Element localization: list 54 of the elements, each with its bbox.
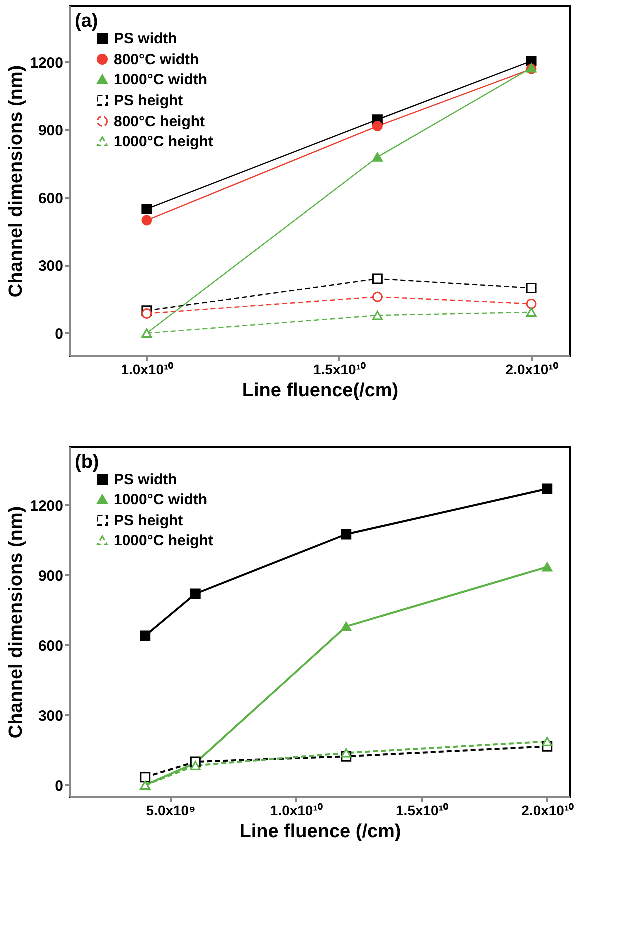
point	[372, 274, 383, 284]
point	[140, 772, 151, 783]
point	[190, 761, 201, 770]
legend-label: 1000°C width	[114, 72, 208, 88]
x-axis-title: Line fluence(/cm)	[242, 380, 399, 402]
x-tick-label: 5.0x10⁹	[146, 802, 196, 818]
point	[542, 484, 553, 494]
point	[372, 292, 383, 302]
point	[372, 152, 383, 162]
y-axis-title: Channel dimensions (nm)	[6, 506, 28, 739]
y-tick-label: 0	[55, 778, 64, 795]
point	[142, 308, 152, 319]
legend-label: 1000°C height	[114, 532, 214, 550]
y-tick-label: 300	[38, 708, 64, 725]
y-tick-label: 0	[55, 326, 64, 343]
point	[142, 204, 152, 214]
legend-label: PS width	[114, 472, 178, 488]
x-tick-label: 1.5x10¹⁰	[313, 362, 366, 378]
y-axis-title: Channel dimensions (nm)	[6, 65, 28, 298]
x-tick-label: 1.0x10¹⁰	[270, 802, 323, 818]
legend-label: PS width	[114, 30, 178, 48]
legend-label: 800°C width	[114, 52, 200, 68]
chart-title: (b)	[75, 452, 100, 473]
x-axis-title: Line fluence (/cm)	[240, 822, 402, 842]
legend-label: 800°C height	[114, 114, 206, 130]
y-tick-label: 900	[38, 568, 64, 585]
point	[542, 562, 553, 572]
legend-label: 1000°C height	[114, 134, 214, 150]
point	[372, 310, 383, 320]
chart-title: (a)	[75, 11, 98, 32]
point	[542, 737, 553, 746]
x-tick-label: 1.5x10¹⁰	[396, 802, 448, 818]
y-tick-label: 300	[38, 258, 64, 276]
x-tick-label: 2.0x10¹⁰	[522, 802, 574, 818]
point	[341, 529, 352, 540]
point	[526, 298, 537, 310]
point	[140, 630, 151, 642]
y-tick-label: 900	[38, 122, 64, 140]
point	[526, 283, 537, 294]
legend-label: PS height	[114, 92, 184, 110]
point	[526, 308, 537, 318]
y-tick-label: 600	[38, 638, 64, 655]
point	[372, 121, 383, 132]
point	[142, 215, 152, 226]
legend-label: 1000°C width	[114, 492, 208, 508]
y-tick-label: 1200	[30, 498, 64, 515]
y-tick-label: 600	[38, 190, 64, 208]
y-tick-label: 1200	[30, 54, 64, 72]
x-tick-label: 1.0x10¹⁰	[121, 362, 174, 378]
point	[341, 748, 352, 758]
point	[341, 622, 352, 632]
x-tick-label: 2.0x10¹⁰	[506, 362, 558, 378]
point	[190, 588, 201, 600]
legend-label: PS height	[114, 512, 184, 530]
